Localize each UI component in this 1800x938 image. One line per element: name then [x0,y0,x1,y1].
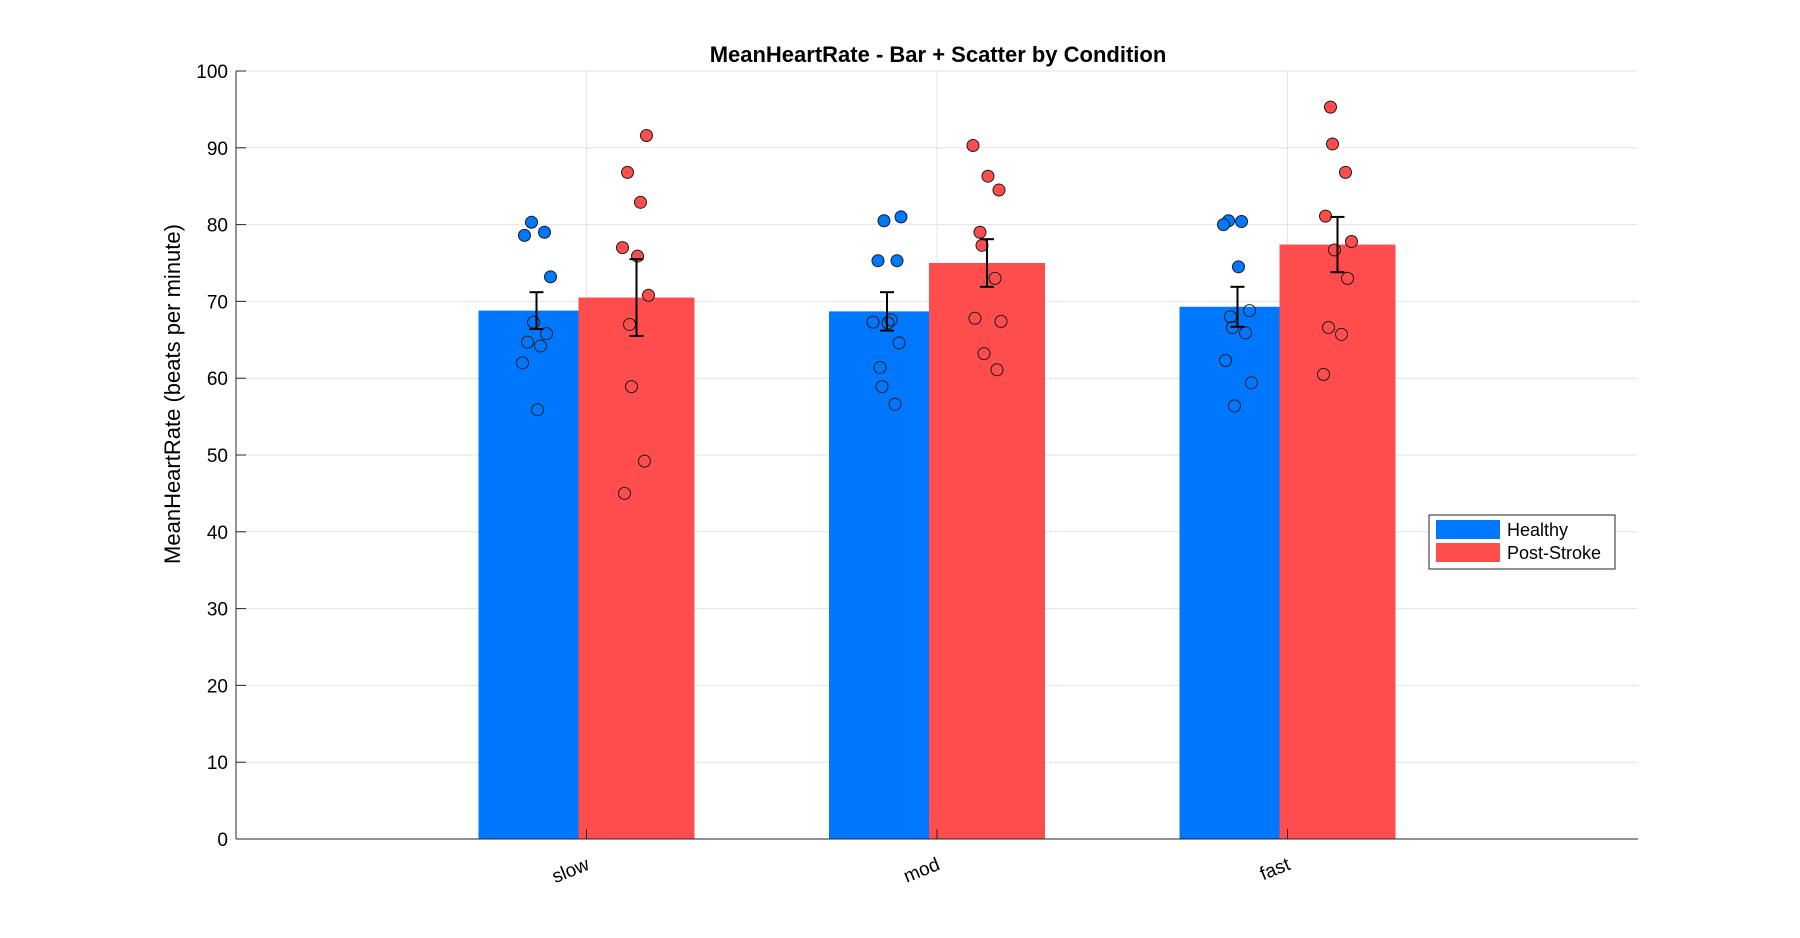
point-healthy-slow [531,403,544,417]
point-healthy-slow [538,225,551,239]
scatter-points [516,100,1358,500]
point-post-stroke-mod [966,138,980,152]
point-healthy-mod [877,214,891,228]
bar-healthy-mod [829,311,945,839]
y-tick-labels: 0 10 20 30 40 50 60 70 80 90 100 [196,62,228,851]
point-healthy-mod [890,254,904,268]
errorbar-healthy-mod [880,291,894,332]
bar-post-stroke-slow [578,297,695,839]
errorbar-post-stroke-mod [980,238,994,288]
axes [235,70,1638,840]
point-post-stroke-slow [640,129,653,143]
y-tick-label: 20 [207,676,228,697]
bar-healthy-slow [478,310,595,840]
point-post-stroke-mod [973,225,987,239]
bar-healthy-fast [1179,306,1296,839]
errorbar-healthy-fast [1230,285,1245,328]
error-bars [529,215,1345,337]
point-healthy-slow [521,335,534,349]
point-healthy-fast [1219,354,1232,368]
point-post-stroke-slow [616,241,629,255]
y-tick-label: 30 [207,600,228,621]
point-healthy-slow [516,356,529,370]
point-healthy-fast [1245,376,1258,390]
point-post-stroke-mod [994,314,1008,328]
point-healthy-mod [892,336,906,350]
bar-post-stroke-mod [929,263,1045,839]
point-healthy-fast [1243,304,1256,318]
point-post-stroke-mod [981,169,995,183]
point-healthy-mod [871,254,885,268]
point-post-stroke-fast [1324,100,1337,114]
point-healthy-slow [540,327,553,341]
point-post-stroke-slow [634,195,647,209]
point-post-stroke-slow [642,288,655,302]
y-tick-label: 60 [207,369,228,390]
legend-swatch-post-stroke [1436,543,1500,562]
point-healthy-fast [1232,260,1245,274]
point-healthy-mod [873,360,887,374]
legend: Healthy Post-Stroke [1428,514,1616,570]
point-post-stroke-mod [990,363,1004,377]
point-healthy-slow [525,215,538,229]
point-healthy-slow [518,228,531,242]
point-post-stroke-fast [1341,271,1354,285]
point-post-stroke-slow [638,454,651,468]
errorbar-healthy-slow [529,291,544,331]
point-post-stroke-slow [618,486,631,500]
point-post-stroke-mod [968,311,982,325]
point-healthy-mod [888,397,902,411]
point-post-stroke-slow [621,165,634,179]
point-post-stroke-slow [625,380,638,394]
point-post-stroke-fast [1335,327,1348,341]
point-post-stroke-fast [1339,165,1352,179]
errorbar-post-stroke-slow [629,258,644,337]
point-healthy-fast [1217,218,1230,232]
point-healthy-fast [1239,326,1252,340]
point-healthy-fast [1235,215,1248,229]
chart-title: MeanHeartRate - Bar + Scatter by Conditi… [710,42,1167,67]
errorbar-post-stroke-fast [1330,215,1345,274]
y-tick-label: 10 [207,753,228,774]
bar-post-stroke-fast [1279,244,1396,839]
point-healthy-mod [884,313,898,327]
y-tick-label: 50 [207,446,228,467]
point-post-stroke-fast [1319,209,1332,223]
y-tick-label: 70 [207,292,228,313]
point-post-stroke-mod [988,271,1002,285]
point-healthy-mod [875,380,889,394]
point-post-stroke-mod [977,347,991,361]
point-healthy-mod [894,210,908,224]
point-healthy-slow [544,270,557,284]
y-tick-label: 80 [207,216,228,237]
y-axis-label: MeanHeartRate (beats per minute) [160,224,185,564]
bars [478,244,1396,840]
point-healthy-mod [866,315,880,329]
point-healthy-fast [1228,399,1241,413]
point-post-stroke-fast [1322,321,1335,335]
point-post-stroke-mod [992,183,1006,197]
y-tick-label: 100 [196,62,228,83]
legend-label-healthy: Healthy [1507,520,1568,540]
point-post-stroke-fast [1328,243,1341,257]
legend-label-post-stroke: Post-Stroke [1507,543,1601,563]
y-tick-label: 90 [207,139,228,160]
point-post-stroke-fast [1345,234,1358,248]
point-healthy-slow [534,339,547,353]
point-post-stroke-fast [1326,137,1339,151]
point-post-stroke-fast [1317,367,1330,381]
y-tick-label: 0 [217,830,228,851]
y-tick-label: 40 [207,523,228,544]
legend-swatch-healthy [1436,520,1500,539]
